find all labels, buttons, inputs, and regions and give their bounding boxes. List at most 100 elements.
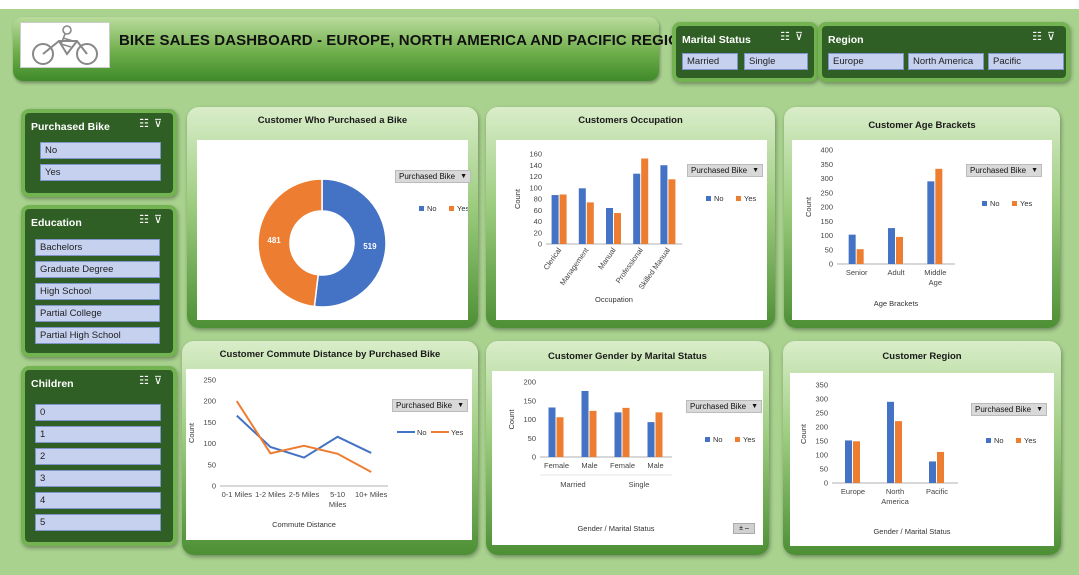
bar-no: [887, 401, 894, 483]
slicer-item-children-1[interactable]: 1: [35, 426, 161, 443]
y-tick-label: 100: [815, 451, 828, 460]
legend-swatch: [736, 196, 741, 201]
region-bar-chart: 0 50 100 150 200 250 300 350 Count Europe NorthAme…: [799, 381, 1036, 537]
clear-filter-icon[interactable]: ⊽: [153, 214, 167, 226]
purchased-bike-filter-dropdown[interactable]: Purchased Bike ▼: [686, 400, 762, 413]
bar-yes: [668, 179, 676, 244]
clear-filter-icon[interactable]: ⊽: [153, 118, 167, 130]
y-tick-label: 100: [529, 183, 542, 192]
clear-filter-icon[interactable]: ⊽: [1046, 31, 1060, 43]
clear-filter-icon[interactable]: ⊽: [153, 375, 167, 387]
occupation-bar-chart: 020406080100120140160CountClericalManage…: [513, 150, 756, 305]
multi-select-icon[interactable]: ☷: [780, 31, 795, 43]
expand-collapse-buttons[interactable]: ± ‒: [733, 523, 755, 534]
x-tick-label: Miles: [329, 500, 347, 509]
slicer-item-children-3[interactable]: 3: [35, 470, 161, 487]
slicer-item-children-5[interactable]: 5: [35, 514, 161, 531]
x-tick-label: Clerical: [542, 246, 564, 272]
x-tick-label: 2-5 Miles: [289, 490, 320, 499]
bar-no: [848, 234, 856, 264]
slicer-item-single[interactable]: Single: [744, 53, 808, 70]
multi-select-icon[interactable]: ☷: [139, 375, 154, 387]
y-tick-label: 50: [825, 245, 833, 254]
slicer-item-bachelors[interactable]: Bachelors: [35, 239, 160, 256]
bar-no: [606, 208, 613, 244]
y-tick-label: 50: [820, 465, 828, 474]
x-tick-label: Manual: [596, 246, 618, 272]
slicer-item-high-school[interactable]: High School: [35, 283, 160, 300]
legend-swatch: [982, 201, 987, 206]
slicer-item-graduate-degree[interactable]: Graduate Degree: [35, 261, 160, 278]
y-tick-label: 100: [820, 231, 833, 240]
slicer-title: Purchased Bike: [31, 121, 110, 133]
x-tick-label: Adult: [887, 268, 905, 277]
bar-no: [927, 181, 935, 264]
y-tick-label: 0: [212, 482, 216, 491]
purchased-bike-filter-dropdown[interactable]: Purchased Bike ▼: [392, 399, 468, 412]
y-tick-label: 0: [824, 479, 828, 488]
x-tick-label: 0-1 Miles: [222, 490, 253, 499]
legend-swatch: [705, 437, 710, 442]
y-tick-label: 350: [820, 160, 833, 169]
x-tick-label: Female: [610, 461, 635, 470]
data-label: 481: [267, 236, 281, 245]
slicer-item-married[interactable]: Married: [682, 53, 738, 70]
top-strip: [0, 0, 1079, 9]
slicer-item-children-4[interactable]: 4: [35, 492, 161, 509]
legend-swatch: [706, 196, 711, 201]
slicer-title: Region: [828, 34, 864, 46]
bar-no: [614, 412, 622, 457]
bar-yes: [559, 194, 567, 244]
slicer-item-pacific[interactable]: Pacific: [988, 53, 1064, 70]
clear-filter-icon[interactable]: ⊽: [794, 31, 808, 43]
y-tick-label: 250: [820, 188, 833, 197]
multi-select-icon[interactable]: ☷: [139, 214, 154, 226]
bike-logo-icon: [20, 22, 110, 68]
slicer-item-north-america[interactable]: North America: [908, 53, 984, 70]
x-axis-label: Age Brackets: [874, 299, 919, 308]
legend-label: Yes: [744, 194, 756, 203]
legend-swatch: [449, 206, 454, 211]
chevron-down-icon: ▼: [460, 173, 467, 180]
slicer-title: Children: [31, 378, 74, 390]
chart-title: Customer Age Brackets: [868, 120, 976, 131]
x-tick-label: 10+ Miles: [355, 490, 388, 499]
x-tick-label: 5-10: [330, 490, 345, 499]
slicer-item-yes[interactable]: Yes: [40, 164, 161, 181]
slicer-item-partial-college[interactable]: Partial College: [35, 305, 160, 322]
slicer-region: Region ☷⊽ Europe North America Pacific: [818, 22, 1070, 82]
slicer-item-partial-high-school[interactable]: Partial High School: [35, 327, 160, 344]
bar-yes: [856, 249, 864, 264]
purchased-bike-filter-dropdown[interactable]: Purchased Bike ▼: [395, 170, 471, 183]
bar-no: [929, 461, 936, 483]
y-axis-label: Count: [507, 409, 516, 430]
y-tick-label: 300: [815, 395, 828, 404]
slicer-item-no[interactable]: No: [40, 142, 161, 159]
x-tick-label: Age: [929, 278, 942, 287]
x-tick-label: Middle: [924, 268, 946, 277]
bar-yes: [853, 441, 860, 483]
purchased-bike-filter-dropdown[interactable]: Purchased Bike ▼: [966, 164, 1042, 177]
legend-label: Yes: [451, 428, 463, 437]
x-tick-label: Pacific: [926, 487, 948, 496]
chart-panel-gender: Customer Gender by Marital Status 0 50 100…: [486, 341, 769, 555]
purchased-bike-filter-dropdown[interactable]: Purchased Bike ▼: [687, 164, 763, 177]
legend-label: Yes: [457, 204, 468, 213]
bar-no: [578, 188, 586, 244]
slicer-title: Education: [31, 217, 82, 229]
multi-select-icon[interactable]: ☷: [139, 118, 154, 130]
purchased-bike-filter-dropdown[interactable]: Purchased Bike ▼: [971, 403, 1047, 416]
multi-select-icon[interactable]: ☷: [1032, 31, 1047, 43]
slicer-item-children-0[interactable]: 0: [35, 404, 161, 421]
chevron-down-icon: ▼: [751, 403, 758, 410]
legend-label: No: [713, 435, 723, 444]
slicer-item-children-2[interactable]: 2: [35, 448, 161, 465]
chevron-down-icon: ▼: [752, 167, 759, 174]
title-banner: BIKE SALES DASHBOARD - EUROPE, NORTH AME…: [13, 17, 691, 81]
legend-label: No: [427, 204, 437, 213]
slicer-item-europe[interactable]: Europe: [828, 53, 904, 70]
chevron-down-icon: ▼: [457, 402, 464, 409]
y-tick-label: 50: [208, 460, 216, 469]
chart-panel-age: Customer Age Brackets 0 50 100 150 200 250 300…: [784, 107, 1060, 328]
legend-swatch: [1016, 438, 1021, 443]
